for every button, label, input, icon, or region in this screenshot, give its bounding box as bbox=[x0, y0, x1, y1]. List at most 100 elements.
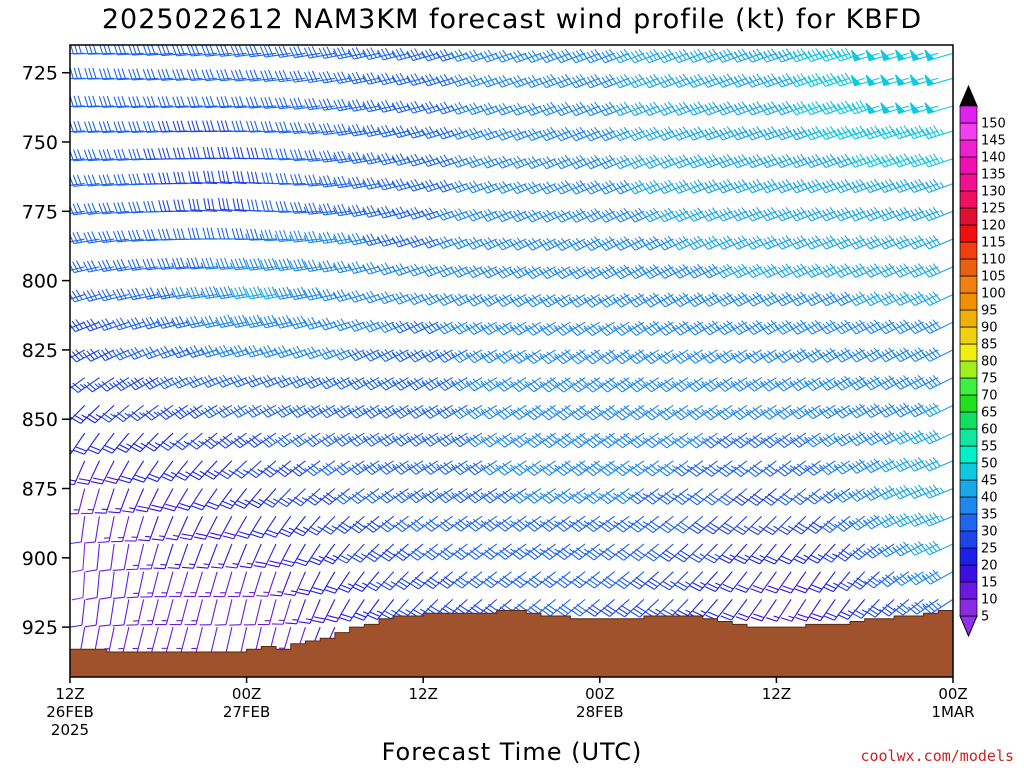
wind-barb bbox=[848, 403, 880, 419]
wind-barb bbox=[267, 543, 292, 568]
wind-barb bbox=[686, 235, 718, 251]
wind-barb bbox=[318, 404, 350, 419]
wind-barb bbox=[659, 571, 689, 591]
wind-barb bbox=[495, 432, 527, 448]
wind-barb bbox=[865, 74, 895, 87]
wind-barb bbox=[421, 101, 453, 115]
wind-barb bbox=[627, 264, 659, 280]
wind-barb bbox=[392, 460, 424, 475]
wind-barb bbox=[201, 69, 232, 82]
wind-barb bbox=[98, 121, 129, 134]
wind-barb bbox=[160, 460, 189, 482]
wind-barb bbox=[745, 263, 777, 279]
wind-barb bbox=[243, 599, 262, 626]
wind-barb bbox=[539, 266, 571, 280]
wind-barb bbox=[612, 208, 645, 223]
colorbar-swatch bbox=[959, 547, 978, 566]
wind-barb bbox=[362, 348, 395, 362]
wind-barb bbox=[172, 257, 203, 270]
wind-barb bbox=[135, 488, 159, 513]
colorbar-swatch bbox=[959, 292, 978, 311]
wind-barb bbox=[776, 488, 807, 506]
wind-barb bbox=[554, 293, 586, 308]
wind-barb bbox=[347, 377, 380, 391]
wind-barb bbox=[765, 599, 792, 622]
wind-barb bbox=[233, 488, 262, 509]
wind-barb bbox=[128, 96, 159, 109]
wind-barb bbox=[294, 543, 321, 567]
wind-barb bbox=[628, 377, 659, 393]
wind-barb bbox=[171, 375, 203, 389]
wind-barb bbox=[245, 432, 277, 448]
wind-barb bbox=[865, 598, 895, 618]
colorbar-swatch bbox=[959, 496, 978, 515]
wind-barb bbox=[659, 599, 689, 619]
wind-barb bbox=[201, 96, 232, 109]
wind-barb bbox=[219, 488, 248, 510]
wind-barb bbox=[98, 68, 129, 80]
wind-barb bbox=[421, 404, 453, 419]
wind-barb bbox=[583, 154, 615, 170]
wind-barb bbox=[804, 319, 836, 335]
wind-barb bbox=[568, 321, 601, 337]
wind-barb bbox=[795, 599, 822, 622]
wind-barb bbox=[701, 377, 733, 392]
wind-barb bbox=[421, 321, 453, 335]
colorbar-label: 45 bbox=[981, 474, 998, 489]
wind-barb bbox=[689, 571, 718, 592]
wind-barb bbox=[246, 460, 277, 479]
wind-barb bbox=[862, 430, 895, 446]
wind-barb bbox=[851, 599, 880, 619]
wind-barb bbox=[333, 404, 365, 419]
wind-barb bbox=[124, 516, 145, 542]
wind-barb bbox=[142, 96, 174, 109]
wind-barb bbox=[877, 485, 910, 501]
colorbar-label: 120 bbox=[981, 219, 1006, 234]
wind-barb bbox=[674, 571, 704, 591]
wind-barb bbox=[480, 432, 512, 448]
wind-barb bbox=[244, 314, 277, 329]
wind-barb bbox=[303, 46, 335, 59]
wind-barb bbox=[780, 599, 807, 622]
x-tick-label: 00Z bbox=[232, 685, 261, 703]
wind-barb bbox=[921, 206, 953, 222]
wind-barb bbox=[568, 238, 601, 251]
wind-barb bbox=[70, 516, 86, 545]
wind-barb bbox=[833, 375, 865, 391]
wind-barb bbox=[731, 460, 763, 478]
wind-barb bbox=[715, 263, 748, 279]
colorbar-label: 55 bbox=[981, 440, 998, 455]
wind-barb bbox=[465, 293, 498, 307]
wind-barb bbox=[213, 571, 233, 598]
colorbar-swatch bbox=[959, 581, 978, 600]
wind-barb bbox=[538, 101, 571, 117]
wind-barb bbox=[347, 348, 380, 362]
wind-barb bbox=[333, 460, 365, 476]
wind-barb bbox=[113, 96, 144, 109]
wind-barb bbox=[833, 235, 865, 250]
wind-barb bbox=[808, 571, 836, 593]
wind-barb bbox=[466, 515, 498, 532]
wind-barb bbox=[153, 543, 174, 570]
wind-barb bbox=[909, 49, 939, 62]
wind-barb bbox=[113, 230, 144, 243]
wind-barb bbox=[481, 543, 512, 560]
wind-barb bbox=[553, 154, 586, 170]
wind-barb bbox=[348, 460, 380, 476]
wind-barb bbox=[112, 543, 130, 572]
wind-barb bbox=[877, 375, 910, 391]
wind-barb bbox=[70, 158, 85, 161]
x-tick-label: 12Z bbox=[409, 685, 438, 703]
wind-barb bbox=[642, 432, 674, 449]
wind-barb bbox=[173, 199, 203, 212]
wind-barb bbox=[261, 172, 291, 185]
wind-barb bbox=[704, 571, 733, 592]
wind-barb bbox=[289, 258, 321, 272]
wind-barb bbox=[892, 571, 924, 587]
y-tick-label: 850 bbox=[22, 409, 58, 431]
wind-barb bbox=[763, 543, 792, 565]
colorbar-label: 95 bbox=[981, 304, 998, 319]
wind-barb bbox=[451, 404, 483, 420]
wind-barb bbox=[98, 95, 129, 108]
wind-barb bbox=[322, 543, 351, 565]
